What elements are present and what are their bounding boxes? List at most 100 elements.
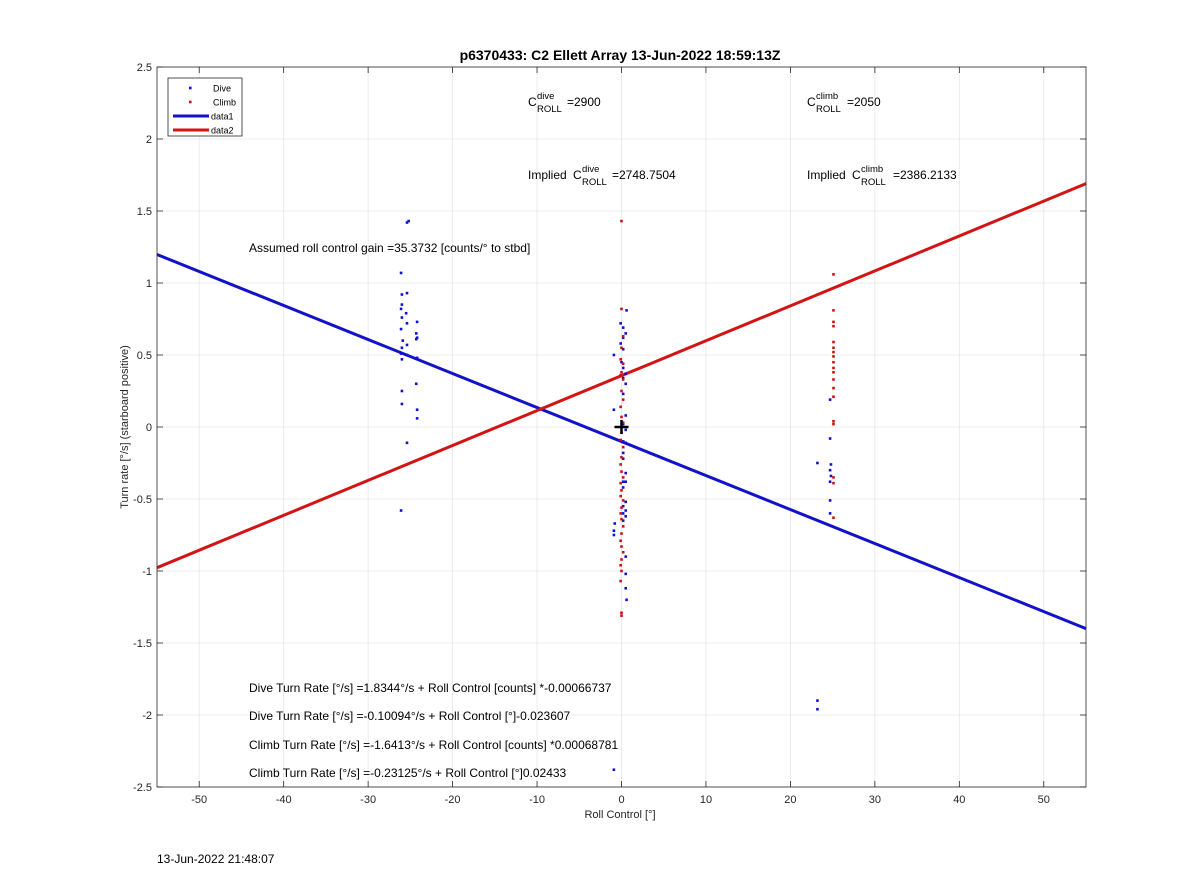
point-dive: [613, 522, 617, 525]
point-climb: [619, 539, 622, 543]
x-tick-label: 20: [784, 794, 796, 806]
point-climb: [620, 346, 623, 350]
point-climb: [620, 506, 623, 509]
point-dive: [621, 422, 625, 426]
point-climb: [619, 512, 622, 515]
point-climb: [832, 366, 835, 370]
point-climb: [621, 476, 625, 479]
point-climb: [832, 516, 835, 520]
point-dive: [828, 512, 832, 515]
legend-marker: [189, 86, 192, 90]
x-tick-label: 30: [869, 794, 881, 806]
point-dive: [612, 533, 616, 537]
point-dive: [624, 414, 628, 417]
point-climb: [620, 517, 623, 521]
point-dive: [624, 332, 628, 335]
point-climb: [619, 405, 622, 409]
y-axis-label: Turn rate [°/s] (starboard positive): [119, 345, 131, 509]
point-dive: [612, 408, 616, 412]
point-climb: [621, 362, 625, 365]
line-data1: [156, 253, 1087, 630]
point-dive: [828, 480, 832, 484]
legend-label: data2: [211, 126, 234, 136]
svg-text:C: C: [573, 168, 582, 182]
x-axis-ticks: -50 -40 -30 -20 -10 0 10 20 30 40 50: [191, 67, 1050, 806]
y-tick-label: 0: [146, 422, 152, 434]
y-tick-label: 1: [146, 278, 152, 290]
point-climb: [832, 355, 835, 358]
point-dive: [619, 342, 622, 345]
legend-box: [167, 77, 243, 137]
point-climb: [620, 307, 623, 311]
x-tick-label: 0: [618, 794, 624, 806]
legend: Dive Climb data1 data2: [167, 77, 243, 137]
point-dive: [625, 309, 628, 312]
point-climb: [621, 378, 625, 381]
legend-marker: [189, 100, 192, 104]
x-tick-label: -30: [360, 794, 376, 806]
legend-label: data1: [211, 112, 234, 122]
equation-line: Dive Turn Rate [°/s] =1.8344°/s + Roll C…: [249, 681, 612, 695]
y-tick-label: 2.5: [137, 62, 152, 74]
annotation-implied-dive-sup: dive: [582, 164, 599, 175]
point-dive: [400, 303, 404, 306]
point-dive: [414, 382, 418, 386]
point-dive: [625, 598, 628, 602]
footer-timestamp: 13-Jun-2022 21:48:07: [157, 852, 275, 866]
annotation-implied-dive-value: =2748.7504: [612, 168, 676, 182]
data-points: [399, 219, 835, 772]
point-dive: [415, 417, 419, 420]
svg-text:C: C: [528, 95, 537, 109]
point-dive: [621, 512, 625, 515]
chart-title: p6370433: C2 Ellett Array 13-Jun-2022 18…: [460, 47, 781, 63]
point-dive: [829, 463, 833, 466]
point-dive: [400, 389, 404, 393]
point-dive: [414, 332, 418, 335]
x-axis-label: Roll Control [°]: [584, 809, 655, 821]
point-climb: [620, 532, 623, 535]
point-dive: [405, 322, 409, 325]
point-dive: [624, 471, 628, 475]
point-climb: [832, 481, 835, 485]
point-dive: [621, 376, 625, 380]
point-dive: [612, 529, 616, 532]
annotation-c-dive-value: =2900: [567, 95, 601, 109]
annotation-c-climb-sub: ROLL: [816, 104, 841, 115]
x-tick-label: 10: [700, 794, 712, 806]
point-dive: [624, 480, 628, 484]
point-dive: [414, 337, 418, 341]
point-climb: [620, 489, 623, 492]
point-climb: [832, 370, 835, 374]
point-dive: [400, 402, 404, 406]
point-dive: [624, 586, 628, 590]
point-dive: [400, 346, 404, 350]
point-climb: [620, 370, 623, 374]
point-dive: [624, 372, 628, 376]
annotation-implied-climb: Implied C climb ROLL =2386.2133: [807, 164, 957, 188]
point-dive: [828, 437, 832, 440]
point-dive: [415, 336, 419, 340]
annotation-implied-dive-prefix: Implied: [528, 168, 570, 182]
point-climb: [619, 373, 622, 377]
point-climb: [832, 476, 835, 479]
x-tick-label: -50: [191, 794, 207, 806]
svg-text:C: C: [807, 95, 816, 109]
point-climb: [621, 334, 625, 338]
point-dive: [816, 707, 819, 711]
point-climb: [620, 545, 623, 548]
point-dive: [621, 457, 625, 460]
origin-plus-marker: [614, 420, 629, 434]
point-dive: [828, 499, 832, 502]
point-dive: [829, 474, 833, 478]
point-dive: [399, 307, 403, 311]
annotation-implied-climb-sub: ROLL: [861, 177, 886, 188]
point-dive: [621, 486, 625, 489]
point-dive: [624, 428, 628, 432]
point-dive: [624, 382, 628, 386]
annotation-implied-dive-sub: ROLL: [582, 177, 607, 188]
point-dive: [624, 441, 628, 445]
point-dive: [624, 514, 628, 518]
point-climb: [620, 415, 623, 419]
point-climb: [832, 350, 835, 354]
point-dive: [400, 316, 404, 319]
